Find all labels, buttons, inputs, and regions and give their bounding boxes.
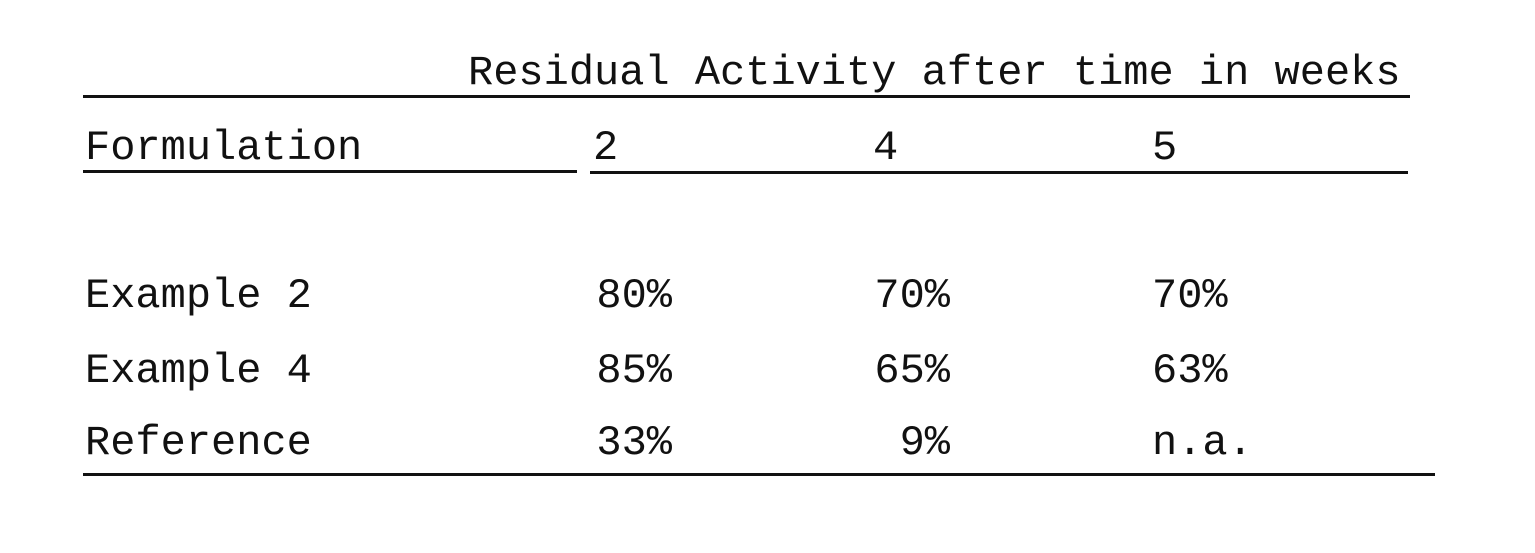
rule	[83, 473, 1435, 476]
table-cell: 9%	[900, 422, 950, 464]
table-cell: 70%	[1152, 275, 1228, 317]
column-header: 2	[593, 127, 618, 169]
column-header: 5	[1152, 127, 1177, 169]
row-label: Reference	[85, 422, 312, 464]
table-cell: 70%	[874, 275, 950, 317]
spanner-header: Residual Activity after time in weeks	[468, 52, 1401, 94]
rule	[83, 95, 1410, 98]
table-cell: 80%	[596, 275, 672, 317]
table-cell: 65%	[874, 350, 950, 392]
row-label: Example 4	[85, 350, 312, 392]
table-cell: n.a.	[1152, 422, 1253, 464]
row-label: Example 2	[85, 275, 312, 317]
table-cell: 63%	[1152, 350, 1228, 392]
table-cell: 33%	[596, 422, 672, 464]
column-header: 4	[873, 127, 898, 169]
table-cell: 85%	[596, 350, 672, 392]
rule	[590, 171, 1408, 174]
column-header: Formulation	[85, 127, 362, 169]
